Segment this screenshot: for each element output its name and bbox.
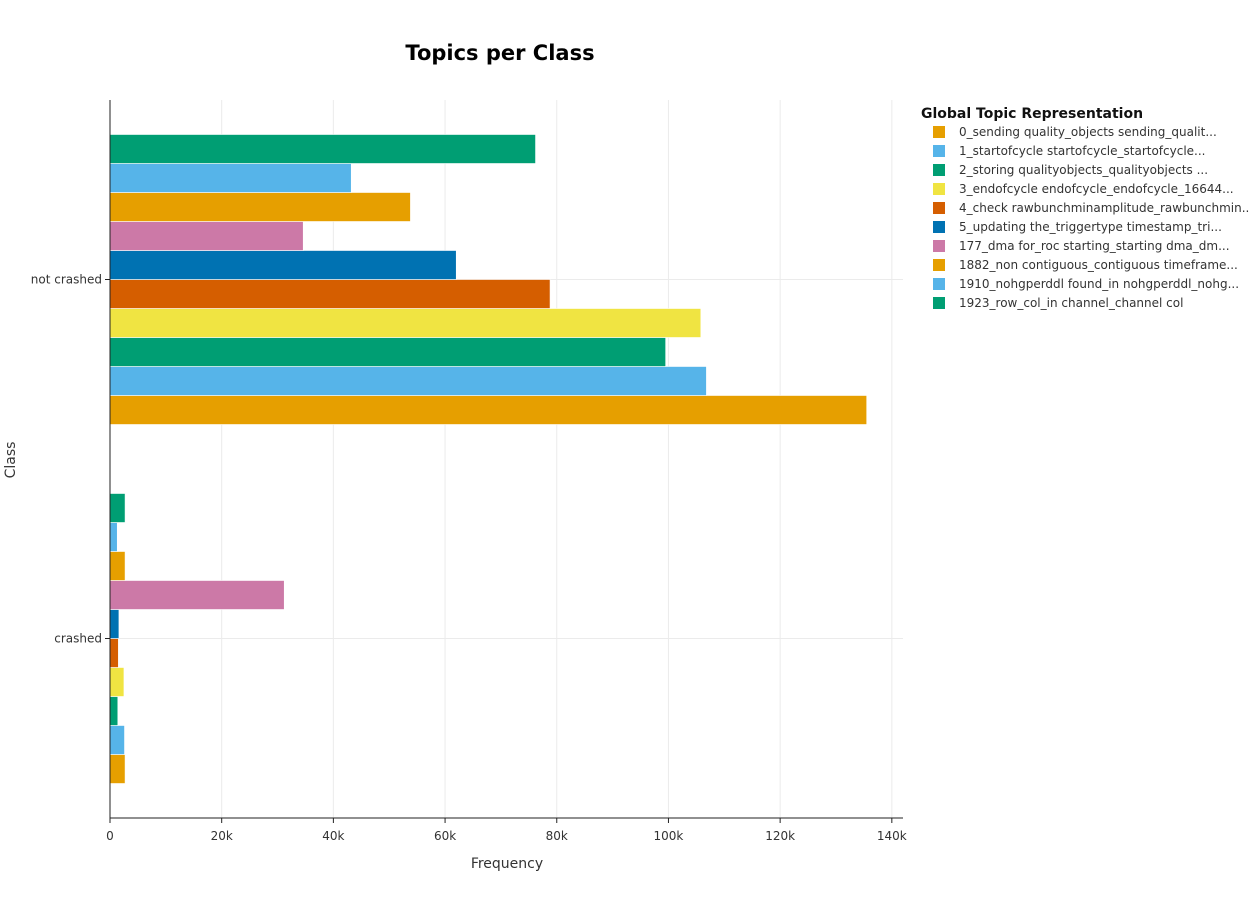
legend-entry: 177_dma for_roc starting_starting dma_dm… xyxy=(959,239,1230,253)
x-tick-label: 0 xyxy=(106,829,114,843)
axes xyxy=(109,100,903,819)
y-axis-title: Class xyxy=(3,442,19,479)
chart-title: Topics per Class xyxy=(405,41,594,65)
bar xyxy=(109,551,126,581)
bar xyxy=(109,279,551,309)
legend-entry: 2_storing qualityobjects_qualityobjects … xyxy=(959,163,1208,177)
bar xyxy=(109,638,119,668)
bar xyxy=(109,493,126,523)
legend-entry: 1882_non contiguous_contiguous timeframe… xyxy=(959,258,1238,272)
legend-entry: 5_updating the_triggertype timestamp_tri… xyxy=(959,220,1222,234)
bar xyxy=(109,250,457,280)
x-tick-label: 60k xyxy=(434,829,456,843)
bar xyxy=(109,134,536,164)
legend-entry: 1_startofcycle startofcycle_startofcycle… xyxy=(959,144,1205,158)
bar xyxy=(109,395,868,425)
legend-swatch xyxy=(933,126,945,138)
bar xyxy=(109,337,666,367)
bar xyxy=(109,609,120,639)
x-axis-title: Frequency xyxy=(471,856,543,872)
y-tick-label: not crashed xyxy=(31,273,102,287)
legend-entry: 4_check rawbunchminamplitude_rawbunchmin… xyxy=(959,201,1250,215)
legend-swatch xyxy=(933,221,945,233)
legend-entry: 1910_nohgperddl found_in nohgperddl_nohg… xyxy=(959,277,1239,291)
bar xyxy=(109,522,118,552)
bar xyxy=(109,580,285,610)
x-tick-label: 40k xyxy=(322,829,344,843)
legend-swatch xyxy=(933,183,945,195)
bar xyxy=(109,725,125,755)
legend-swatch xyxy=(933,278,945,290)
bar xyxy=(109,192,411,222)
y-axis-ticks: crashed not crashed xyxy=(31,273,110,646)
bar xyxy=(109,163,352,193)
bar xyxy=(109,308,702,338)
legend-swatch xyxy=(933,259,945,271)
x-tick-label: 140k xyxy=(877,829,907,843)
legend-entry: 0_sending quality_objects sending_qualit… xyxy=(959,125,1217,139)
legend-swatch xyxy=(933,145,945,157)
x-tick-label: 100k xyxy=(654,829,684,843)
legend-swatch xyxy=(933,297,945,309)
x-tick-label: 20k xyxy=(211,829,233,843)
bar xyxy=(109,221,304,251)
x-tick-label: 120k xyxy=(765,829,795,843)
legend-swatch xyxy=(933,164,945,176)
bar xyxy=(109,667,125,697)
y-tick-label: crashed xyxy=(54,632,102,646)
legend-title: Global Topic Representation xyxy=(921,106,1143,122)
legend-entry: 1923_row_col_in channel_channel col xyxy=(959,296,1183,310)
bar xyxy=(109,696,119,726)
bars xyxy=(109,134,868,784)
legend-swatch xyxy=(933,202,945,214)
x-axis-ticks: 0 20k 40k 60k 80k 100k 120k 140k xyxy=(106,818,907,843)
legend-swatch xyxy=(933,240,945,252)
bar xyxy=(109,754,126,784)
x-tick-label: 80k xyxy=(546,829,568,843)
legend-entry: 3_endofcycle endofcycle_endofcycle_16644… xyxy=(959,182,1234,196)
bar xyxy=(109,366,707,396)
legend: 0_sending quality_objects sending_qualit… xyxy=(933,125,1250,310)
